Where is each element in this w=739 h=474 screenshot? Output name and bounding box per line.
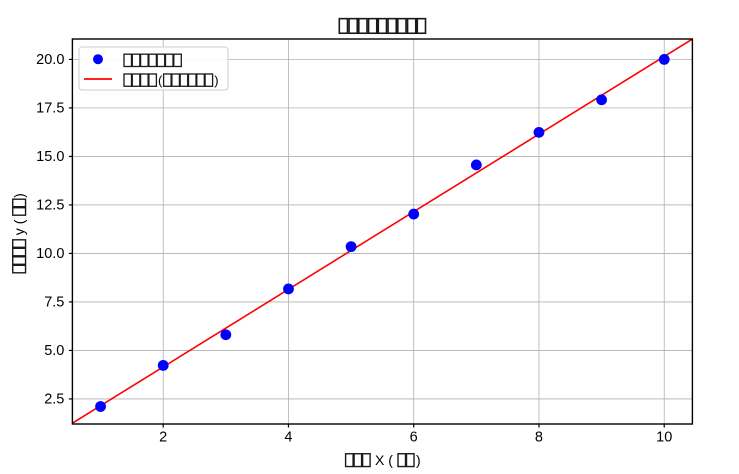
svg-text:7.5: 7.5 bbox=[44, 294, 64, 310]
svg-text:12.5: 12.5 bbox=[36, 197, 64, 213]
svg-text:X (: X ( bbox=[375, 452, 393, 468]
svg-text:): ) bbox=[416, 452, 421, 468]
svg-text:): ) bbox=[11, 193, 27, 198]
svg-text:5.0: 5.0 bbox=[44, 343, 64, 359]
svg-text:20.0: 20.0 bbox=[36, 52, 64, 68]
svg-text:17.5: 17.5 bbox=[36, 100, 64, 116]
svg-text:y (: y ( bbox=[11, 219, 27, 235]
svg-text:15.0: 15.0 bbox=[36, 149, 64, 165]
svg-text:(: ( bbox=[158, 73, 163, 88]
svg-text:2: 2 bbox=[159, 430, 167, 446]
svg-text:6: 6 bbox=[410, 430, 418, 446]
svg-text:10.0: 10.0 bbox=[36, 246, 64, 262]
svg-text:8: 8 bbox=[535, 430, 543, 446]
svg-text:10: 10 bbox=[656, 430, 672, 446]
svg-text:4: 4 bbox=[284, 430, 292, 446]
svg-text:2.5: 2.5 bbox=[44, 391, 64, 407]
svg-text:): ) bbox=[214, 73, 218, 88]
